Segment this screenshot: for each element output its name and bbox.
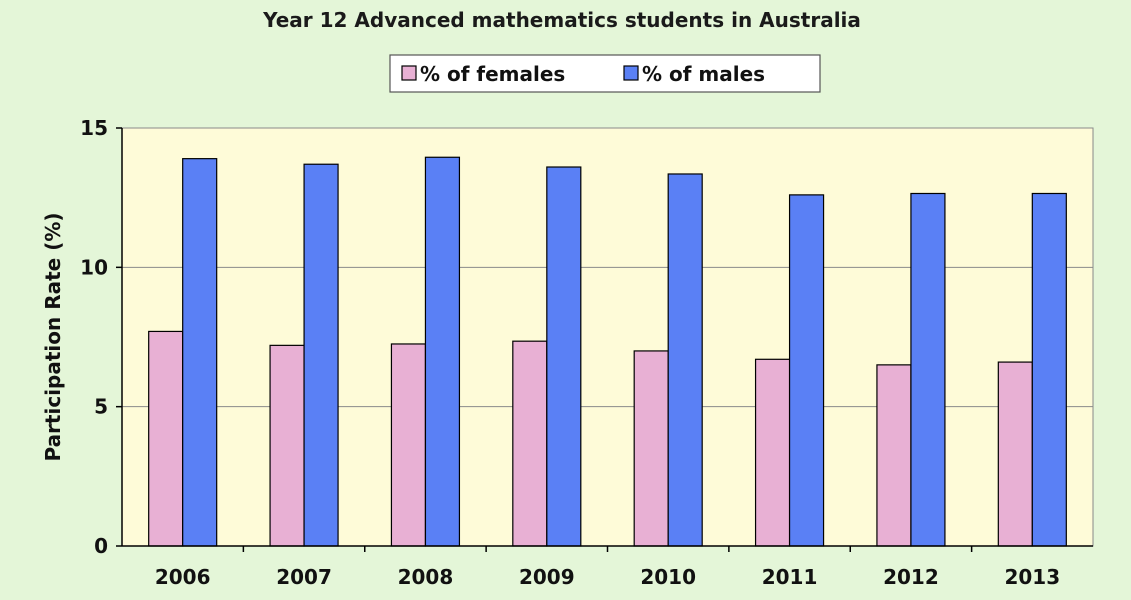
y-axis-ticks: 0 5 10 15 [80, 116, 122, 558]
y-tick-label: 15 [80, 116, 108, 140]
x-tick-label-2013: 2013 [1004, 565, 1060, 589]
bar-female-2007 [269, 344, 305, 547]
bar-male-2009 [546, 166, 582, 547]
x-tick-label-2008: 2008 [398, 565, 454, 589]
x-tick-label-2009: 2009 [519, 565, 575, 589]
bar-male-2008 [424, 156, 461, 547]
y-tick-label: 0 [94, 534, 108, 558]
x-axis-ticks: 2006 2007 2008 2009 2010 2011 2012 2013 [155, 546, 1060, 589]
x-tick-label-2012: 2012 [883, 565, 939, 589]
bar-male-2007 [303, 163, 339, 547]
legend-label-females: % of females [420, 62, 565, 86]
bar-male-2010 [667, 173, 703, 547]
legend-swatch-females [401, 65, 417, 81]
bar-female-2010 [633, 350, 669, 547]
bar-female-2012 [876, 364, 912, 547]
x-tick-label-2010: 2010 [640, 565, 696, 589]
legend: % of females % of males [389, 54, 821, 93]
plot-area [121, 127, 1094, 547]
legend-box [389, 54, 821, 93]
bar-male-2006 [182, 158, 218, 547]
y-tick-label: 5 [94, 395, 108, 419]
bar-female-2011 [754, 358, 791, 547]
bar-female-2009 [512, 340, 548, 547]
bars [148, 156, 1067, 547]
bar-male-2011 [788, 194, 825, 547]
bar-female-2006 [148, 330, 184, 547]
legend-swatch-males [623, 65, 639, 81]
chart-title: Year 12 Advanced mathematics students in… [262, 8, 861, 32]
y-tick-label: 10 [80, 255, 108, 279]
bar-male-2012 [910, 192, 946, 547]
legend-label-males: % of males [642, 62, 765, 86]
bar-male-2013 [1031, 192, 1067, 547]
x-tick-label-2011: 2011 [762, 565, 818, 589]
y-axis-label: Participation Rate (%) [41, 212, 65, 461]
bar-female-2013 [997, 361, 1033, 547]
x-tick-label-2006: 2006 [155, 565, 211, 589]
x-tick-label-2007: 2007 [276, 565, 332, 589]
bar-female-2008 [390, 343, 427, 547]
